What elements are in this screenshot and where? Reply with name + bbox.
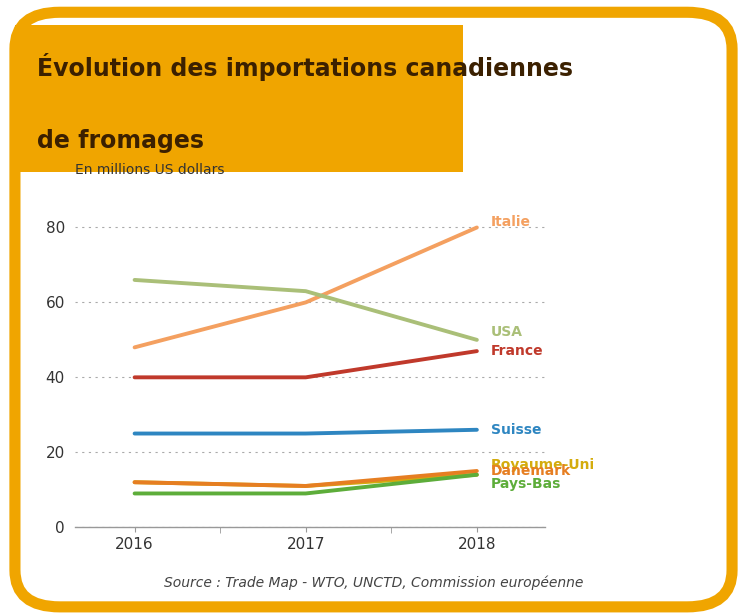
Text: Source : Trade Map - WTO, UNCTD, Commission européenne: Source : Trade Map - WTO, UNCTD, Commiss… [164, 575, 583, 590]
Text: de fromages: de fromages [37, 129, 205, 153]
Text: Danemark: Danemark [491, 464, 571, 478]
Text: France: France [491, 344, 543, 358]
Text: Royaume-Uni: Royaume-Uni [491, 459, 595, 473]
FancyBboxPatch shape [15, 12, 732, 607]
Text: Italie: Italie [491, 215, 530, 229]
Text: Évolution des importations canadiennes: Évolution des importations canadiennes [37, 53, 574, 82]
Text: USA: USA [491, 326, 523, 340]
Text: Pays-Bas: Pays-Bas [491, 477, 561, 491]
Text: Suisse: Suisse [491, 423, 541, 437]
Text: En millions US dollars: En millions US dollars [75, 162, 224, 177]
Bar [15, 25, 463, 172]
